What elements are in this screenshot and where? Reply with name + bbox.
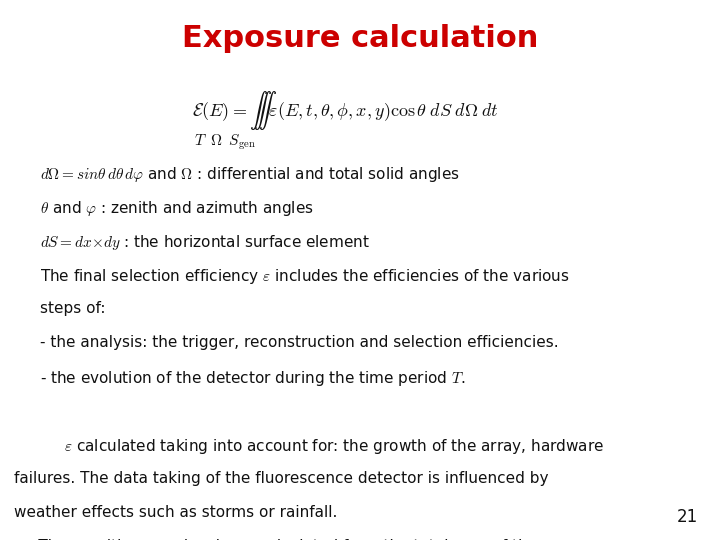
Text: - the analysis: the trigger, reconstruction and selection efficiencies.: - the analysis: the trigger, reconstruct… <box>40 335 558 350</box>
Text: The final selection efficiency $\varepsilon$ includes the efficiencies of the va: The final selection efficiency $\varepsi… <box>40 267 570 286</box>
Text: $\varepsilon$ calculated taking into account for: the growth of the array, hardw: $\varepsilon$ calculated taking into acc… <box>40 437 603 456</box>
Text: $\theta$ and $\varphi$ : zenith and azimuth angles: $\theta$ and $\varphi$ : zenith and azim… <box>40 199 313 218</box>
Text: weather effects such as storms or rainfall.: weather effects such as storms or rainfa… <box>14 505 338 520</box>
Text: steps of:: steps of: <box>40 301 105 316</box>
Text: $\mathcal{E}(E) = \int\!\!\int\!\!\int \varepsilon(E,t,\theta,\phi,x,y)\cos\thet: $\mathcal{E}(E) = \int\!\!\int\!\!\int \… <box>192 89 499 132</box>
Text: $dS = dx{\times}dy$ : the horizontal surface element: $dS = dx{\times}dy$ : the horizontal sur… <box>40 233 369 252</box>
Text: 21: 21 <box>677 509 698 526</box>
Text: - the evolution of the detector during the time period $T$.: - the evolution of the detector during t… <box>40 369 465 388</box>
Text: $d\Omega = sin\theta\, d\theta\, d\varphi$ and $\Omega$ : differential and total: $d\Omega = sin\theta\, d\theta\, d\varph… <box>40 165 459 184</box>
Text: $T \;\; \Omega \;\; S_{\mathrm{gen}}$: $T \;\; \Omega \;\; S_{\mathrm{gen}}$ <box>194 132 256 152</box>
Text: failures. The data taking of the fluorescence detector is influenced by: failures. The data taking of the fluores… <box>14 471 549 486</box>
Text: Exposure calculation: Exposure calculation <box>182 24 538 53</box>
Text: The sensitive area has been calculated from the total area of the: The sensitive area has been calculated f… <box>14 539 538 540</box>
